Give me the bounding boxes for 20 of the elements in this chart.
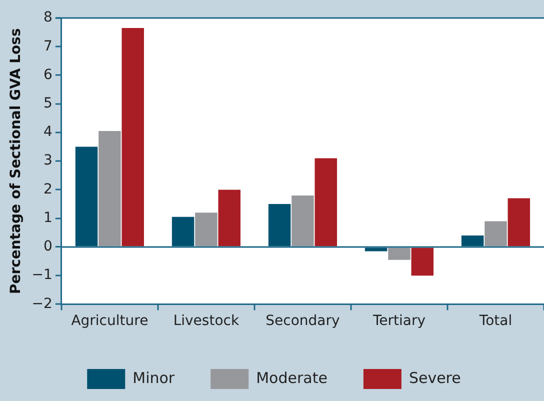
legend-label: Minor <box>132 368 176 387</box>
y-tick-label: 7 <box>44 38 52 54</box>
y-tick-label: 0 <box>44 238 52 255</box>
x-tick-label: Secondary <box>266 313 340 330</box>
legend-label: Moderate <box>256 368 328 387</box>
y-tick-label: 2 <box>44 181 52 198</box>
y-tick-label: 5 <box>44 96 52 112</box>
x-tick-label: Total <box>478 313 512 330</box>
x-tick-label: Livestock <box>173 313 240 330</box>
y-tick-label: −2 <box>32 296 52 312</box>
legend-label: Severe <box>408 368 461 387</box>
y-axis-title: Percentage of Sectional GVA Loss <box>8 28 24 294</box>
y-tick-label: 6 <box>44 66 53 83</box>
y-tick-label: 3 <box>44 152 52 169</box>
y-tick-label: 1 <box>44 210 52 226</box>
x-tick-label: Tertiary <box>372 313 426 330</box>
x-tick-label: Agriculture <box>71 313 148 330</box>
y-tick-label: −1 <box>32 267 52 284</box>
y-tick-label: 8 <box>44 10 52 26</box>
y-tick-label: 4 <box>44 124 53 140</box>
